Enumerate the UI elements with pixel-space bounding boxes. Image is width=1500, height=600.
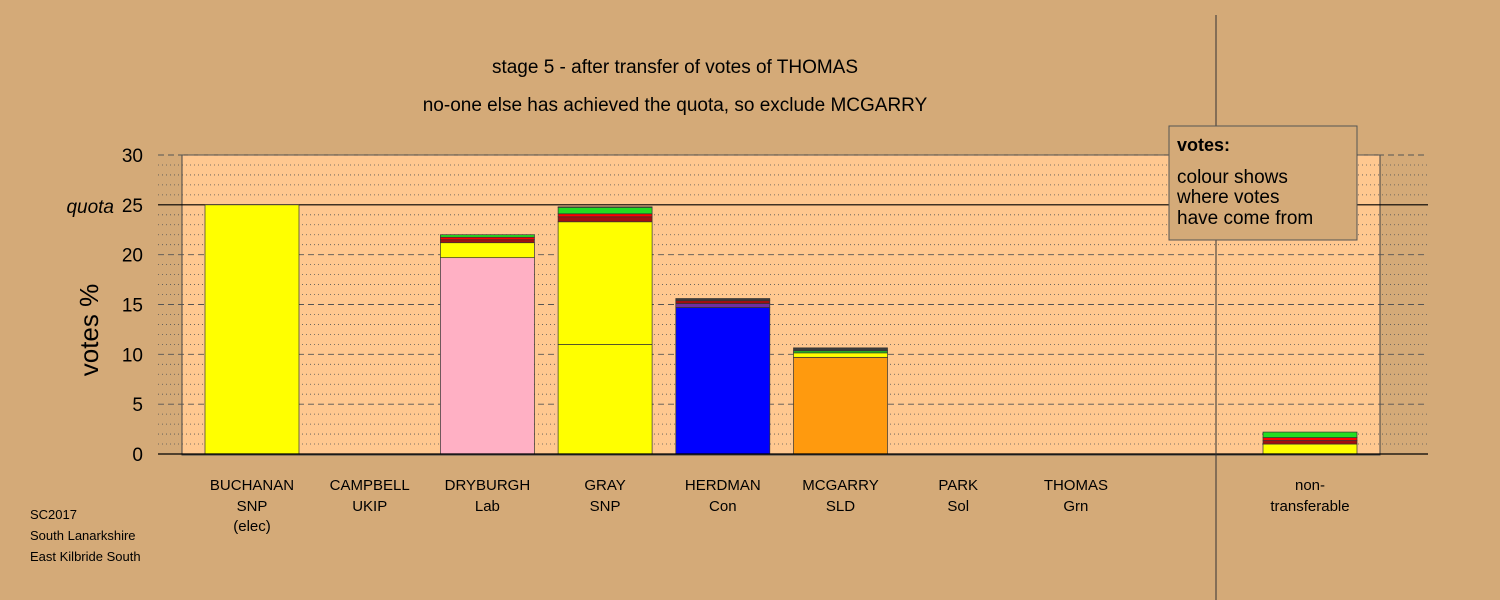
candidate-name: PARK	[938, 477, 978, 494]
y-axis-label: votes %	[74, 284, 104, 377]
candidate-party: Lab	[475, 498, 500, 515]
bar-segment	[440, 239, 535, 244]
candidate-name: GRAY	[584, 477, 625, 494]
legend-line-3: have come from	[1177, 208, 1313, 229]
legend-line-2: where votes	[1176, 187, 1279, 208]
bar-herdman	[675, 298, 771, 455]
bar-segment	[793, 356, 888, 455]
bar-segment	[675, 303, 771, 308]
chart-title: stage 5 - after transfer of votes of THO…	[492, 57, 858, 78]
candidate-party: Sol	[947, 498, 969, 515]
bar-segment	[1262, 437, 1358, 441]
candidate-party: SLD	[826, 498, 855, 515]
candidate-party: Grn	[1063, 498, 1088, 515]
footer-line-1: SC2017	[30, 507, 77, 522]
y-tick-label: 15	[122, 296, 143, 317]
y-tick-label: 5	[132, 395, 143, 416]
bar-segment	[557, 221, 653, 345]
bar-segment	[440, 257, 535, 455]
bar-segment	[440, 234, 535, 238]
candidate-name: THOMAS	[1044, 477, 1108, 494]
quota-label: quota	[66, 197, 114, 218]
candidate-party: SNP	[590, 498, 621, 515]
footer-line-2: South Lanarkshire	[30, 528, 136, 543]
bar-segment	[557, 344, 653, 455]
bar-non-transferable	[1262, 431, 1358, 455]
candidate-name: DRYBURGH	[445, 477, 531, 494]
non-transferable-label-1: non-	[1295, 477, 1325, 494]
bar-segment	[675, 298, 771, 301]
y-tick-label: 10	[122, 345, 143, 366]
candidate-name: CAMPBELL	[330, 477, 410, 494]
bar-segment	[1262, 440, 1358, 445]
bar-segment	[793, 352, 888, 358]
y-axis-ticks: 0 5 10 15 20 25 30	[122, 146, 143, 466]
bar-gray	[557, 206, 653, 455]
legend: votes: colour shows where votes have com…	[1168, 125, 1358, 241]
candidate-name: MCGARRY	[802, 477, 878, 494]
x-axis-labels: BUCHANAN SNP (elec) CAMPBELL UKIP DRYBURGH Lab…	[210, 477, 1350, 535]
gridlines	[158, 154, 1428, 445]
y-tick-label: 20	[122, 246, 143, 267]
bar-segment	[675, 300, 771, 304]
bar-segment	[204, 204, 300, 455]
non-transferable-label-2: transferable	[1270, 498, 1349, 515]
legend-box	[1168, 125, 1358, 241]
bars	[204, 204, 1358, 455]
bar-segment	[557, 206, 653, 208]
legend-heading: votes:	[1177, 135, 1230, 155]
bar-segment	[440, 242, 535, 259]
footer-line-3: East Kilbride South	[30, 549, 141, 564]
y-tick-label: 25	[122, 196, 143, 217]
bar-segment	[557, 206, 653, 215]
bar-mcgarry	[793, 347, 888, 455]
bar-segment	[557, 213, 653, 218]
legend-line-1: colour shows	[1177, 167, 1288, 188]
candidate-party: UKIP	[352, 498, 387, 515]
bar-segment	[675, 307, 771, 455]
bar-segment	[793, 347, 888, 352]
chart-subtitle: no-one else has achieved the quota, so e…	[423, 95, 928, 116]
y-tick-label: 0	[132, 445, 143, 466]
y-tick-label: 30	[122, 146, 143, 167]
bar-segment	[557, 216, 653, 223]
bar-segment	[1262, 443, 1358, 455]
candidate-name: HERDMAN	[685, 477, 761, 494]
candidate-name: BUCHANAN	[210, 477, 294, 494]
candidate-party: Con	[709, 498, 737, 515]
bar-dryburgh	[440, 234, 535, 455]
candidate-party: SNP	[237, 498, 268, 515]
bar-segment	[440, 236, 535, 241]
bar-buchanan	[204, 204, 300, 455]
candidate-note: (elec)	[233, 518, 271, 535]
bar-segment	[1262, 431, 1358, 438]
